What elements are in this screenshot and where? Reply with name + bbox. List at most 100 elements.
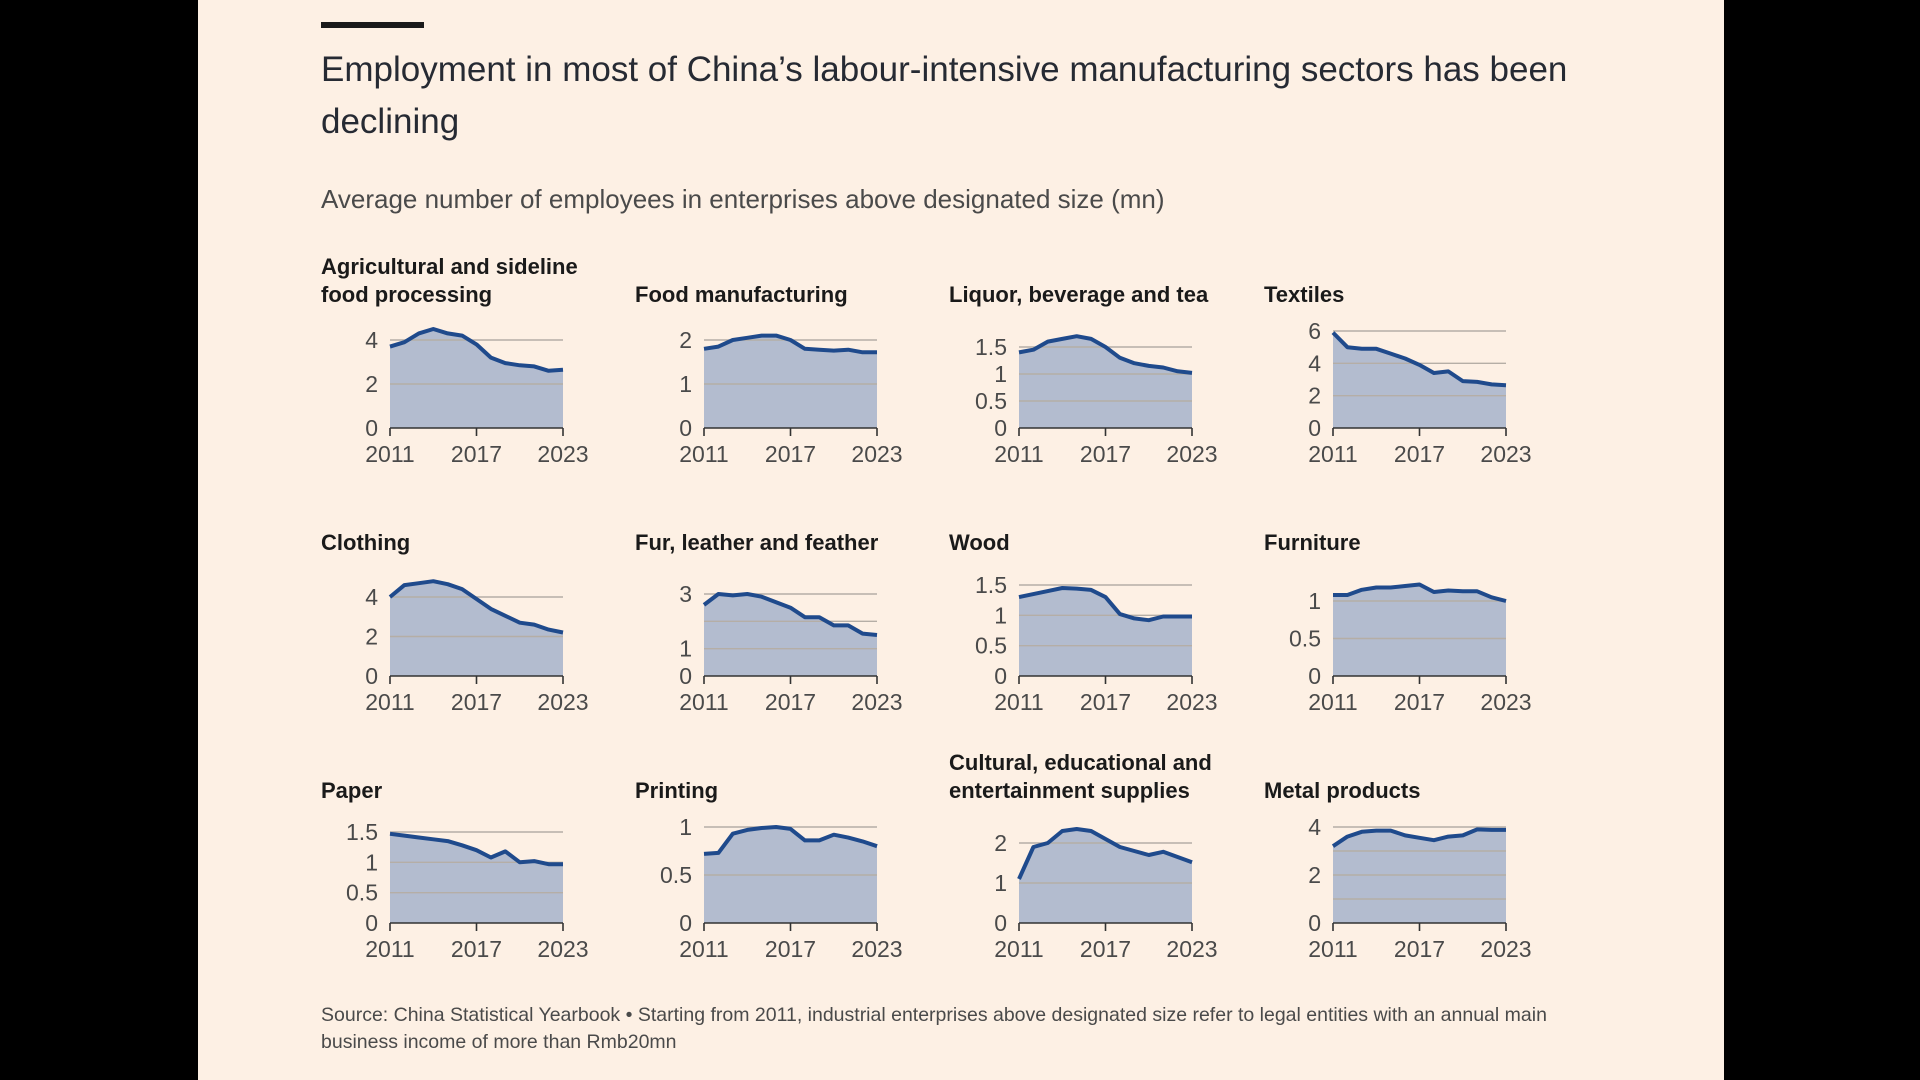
y-tick-label: 1 <box>679 371 692 397</box>
x-tick-label: 2011 <box>1308 441 1357 467</box>
panel-title-liquor: Liquor, beverage and tea <box>949 282 1209 307</box>
small-chart-10: 2011 2017 2023 0 1 2 <box>994 827 1218 962</box>
small-chart-9: 2011 2017 2023 0 0.5 1 <box>660 814 903 962</box>
panel-title-food: Food manufacturing <box>635 282 848 307</box>
x-tick-label: 2017 <box>1080 689 1131 715</box>
y-tick-label: 0.5 <box>346 880 378 906</box>
y-tick-label: 1 <box>994 602 1007 628</box>
series-line <box>703 333 877 355</box>
x-tick-label: 2011 <box>994 441 1043 467</box>
x-tick-label: 2023 <box>851 441 902 467</box>
y-tick-label: 4 <box>365 327 378 353</box>
y-tick-label: 0 <box>679 663 692 689</box>
y-tick-label: 2 <box>1308 862 1321 888</box>
y-tick-label: 4 <box>1308 814 1321 840</box>
x-tick-label: 2017 <box>765 689 816 715</box>
x-tick-label: 2011 <box>1308 936 1357 962</box>
x-tick-label: 2023 <box>537 936 588 962</box>
small-chart-4: 2011 2017 2023 0 2 4 <box>365 579 589 715</box>
x-tick-label: 2023 <box>851 689 902 715</box>
x-tick-label: 2017 <box>451 689 502 715</box>
chart-title: Employment in most of China’s labour-int… <box>321 50 1568 141</box>
y-tick-label: 0 <box>1308 663 1321 689</box>
x-tick-label: 2017 <box>765 936 816 962</box>
area-fill <box>704 335 877 428</box>
x-tick-label: 2011 <box>365 936 414 962</box>
y-tick-label: 3 <box>679 581 692 607</box>
y-tick-label: 1 <box>994 870 1007 896</box>
y-tick-label: 0.5 <box>1289 626 1321 652</box>
area-fill <box>390 329 563 428</box>
y-tick-label: 1 <box>679 636 692 662</box>
y-tick-label: 0 <box>1308 415 1321 441</box>
y-tick-label: 4 <box>365 584 378 610</box>
y-tick-label: 0 <box>994 910 1007 936</box>
small-chart-0: 2011 2017 2023 0 2 4 <box>365 327 589 467</box>
x-tick-label: 2011 <box>365 441 414 467</box>
y-tick-label: 1.5 <box>975 572 1007 598</box>
x-tick-label: 2017 <box>765 441 816 467</box>
y-tick-label: 1 <box>994 361 1007 387</box>
panel-title-paper: Paper <box>321 778 383 803</box>
area-fill <box>1019 336 1192 428</box>
series-line <box>1018 586 1192 623</box>
small-chart-6: 2011 2017 2023 0 0.5 1 1.5 <box>975 572 1218 715</box>
x-tick-label: 2017 <box>1080 441 1131 467</box>
x-tick-label: 2017 <box>1394 936 1445 962</box>
panel-title-cultural: Cultural, educational and entertainment … <box>949 750 1212 803</box>
small-chart-7: 2011 2017 2023 0 0.5 1 <box>1289 582 1532 715</box>
x-tick-label: 2017 <box>1394 441 1445 467</box>
panel-title-wood: Wood <box>949 530 1010 555</box>
chart-panel: Employment in most of China’s labour-int… <box>198 0 1724 1080</box>
y-tick-label: 0 <box>365 910 378 936</box>
x-tick-label: 2011 <box>679 689 728 715</box>
y-tick-label: 0 <box>679 415 692 441</box>
x-tick-label: 2011 <box>679 936 728 962</box>
series-line <box>389 831 563 867</box>
y-tick-label: 1 <box>365 849 378 875</box>
source-note: Source: China Statistical Yearbook • Sta… <box>321 1004 1547 1053</box>
y-tick-label: 2 <box>994 830 1007 856</box>
x-tick-label: 2017 <box>451 441 502 467</box>
small-chart-8: 2011 2017 2023 0 0.5 1 1.5 <box>346 819 589 962</box>
x-tick-label: 2023 <box>1166 689 1217 715</box>
series-line <box>389 327 564 373</box>
title-accent-bar <box>321 22 424 28</box>
panel-title-metal: Metal products <box>1264 778 1421 803</box>
y-tick-label: 1.5 <box>346 819 378 845</box>
panel-title-textiles: Textiles <box>1264 282 1345 307</box>
y-tick-label: 6 <box>1308 318 1321 344</box>
y-tick-label: 0.5 <box>660 862 692 888</box>
x-tick-label: 2023 <box>1480 689 1531 715</box>
panel-title-clothing: Clothing <box>321 530 411 555</box>
y-tick-label: 0 <box>994 415 1007 441</box>
x-tick-label: 2011 <box>994 936 1043 962</box>
y-tick-label: 0 <box>994 663 1007 689</box>
y-tick-label: 4 <box>1308 350 1321 376</box>
y-tick-label: 2 <box>679 327 692 353</box>
y-tick-label: 1 <box>1308 588 1321 614</box>
panel-title-fur: Fur, leather and feather <box>635 530 879 555</box>
y-tick-label: 0 <box>365 415 378 441</box>
x-tick-label: 2017 <box>451 936 502 962</box>
x-tick-label: 2023 <box>1166 936 1217 962</box>
area-fill <box>1019 829 1192 923</box>
y-tick-label: 0 <box>679 910 692 936</box>
area-fill <box>1333 584 1506 676</box>
series-line <box>703 825 878 856</box>
small-chart-3: 2011 2017 2023 0 2 4 6 <box>1308 318 1531 467</box>
y-tick-label: 2 <box>1308 383 1321 409</box>
x-tick-label: 2023 <box>537 441 588 467</box>
x-tick-label: 2023 <box>1480 441 1531 467</box>
x-tick-label: 2023 <box>537 689 588 715</box>
series-line <box>1331 331 1507 388</box>
y-tick-label: 0.5 <box>975 633 1007 659</box>
y-tick-label: 1.5 <box>975 334 1007 360</box>
area-fill <box>704 594 877 676</box>
x-tick-label: 2017 <box>1080 936 1131 962</box>
x-tick-label: 2017 <box>1394 689 1445 715</box>
area-fill <box>1019 588 1192 676</box>
area-fill <box>1333 829 1506 923</box>
y-tick-label: 2 <box>365 371 378 397</box>
